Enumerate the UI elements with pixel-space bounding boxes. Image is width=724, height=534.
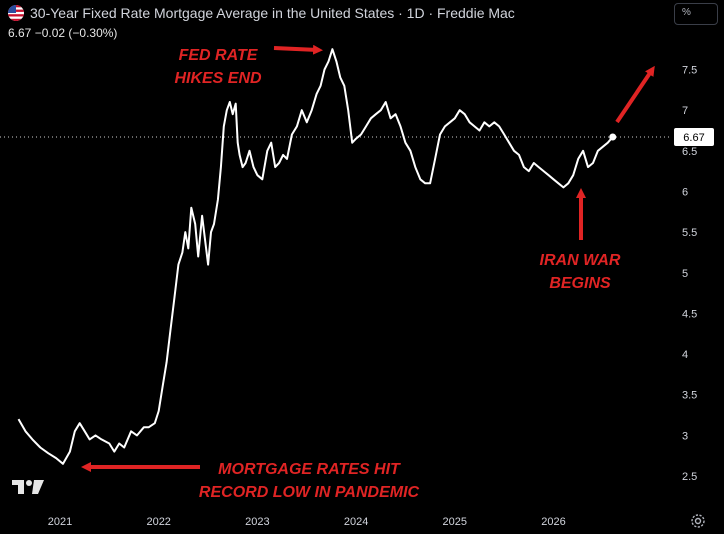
y-tick-label: 6 (682, 186, 688, 198)
chart-title: 30-Year Fixed Rate Mortgage Average in t… (30, 5, 515, 21)
y-tick-label: 4.5 (682, 308, 697, 320)
y-tick-label: 5 (682, 268, 688, 280)
last-point-marker (609, 133, 617, 141)
y-tick-label: 4 (682, 349, 688, 361)
y-tick-label: 3.5 (682, 390, 697, 402)
arrow-fed-peak (273, 44, 323, 55)
annotation-fed-rate-hikes-end: HIKES END (174, 70, 262, 87)
last-price-label: 6.67 (683, 132, 704, 144)
y-tick-label: 2.5 (682, 471, 697, 483)
arrow-trend-up (615, 65, 655, 124)
x-tick-label: 2025 (443, 516, 467, 528)
x-tick-label: 2022 (146, 516, 170, 528)
y-tick-label: 7 (682, 105, 688, 117)
y-tick-label: 7.5 (682, 65, 697, 77)
x-tick-label: 2026 (541, 516, 565, 528)
y-tick-label: 3 (682, 430, 688, 442)
chart-header: 30-Year Fixed Rate Mortgage Average in t… (8, 4, 515, 22)
series-line (17, 48, 614, 465)
price-quote: 6.67 −0.02 (−0.30%) (8, 26, 118, 40)
percent-scale-button[interactable]: % (674, 3, 718, 25)
annotation-iran-war-begins: IRAN WAR (540, 252, 621, 269)
y-tick-label: 5.5 (682, 227, 697, 239)
settings-gear-icon[interactable] (690, 513, 706, 529)
x-tick-label: 2023 (245, 516, 269, 528)
x-tick-label: 2024 (344, 516, 368, 528)
annotation-fed-rate-hikes-end: FED RATE (179, 47, 259, 64)
us-flag-icon (8, 5, 24, 21)
tradingview-logo (12, 480, 44, 499)
annotation-iran-war-begins: BEGINS (549, 275, 611, 292)
annotation-pandemic-low: RECORD LOW IN PANDEMIC (199, 484, 420, 501)
annotation-pandemic-low: MORTGAGE RATES HIT (218, 461, 401, 478)
last-price-box (674, 127, 714, 146)
y-tick-label: 6.5 (682, 146, 697, 158)
x-tick-label: 2021 (48, 516, 72, 528)
